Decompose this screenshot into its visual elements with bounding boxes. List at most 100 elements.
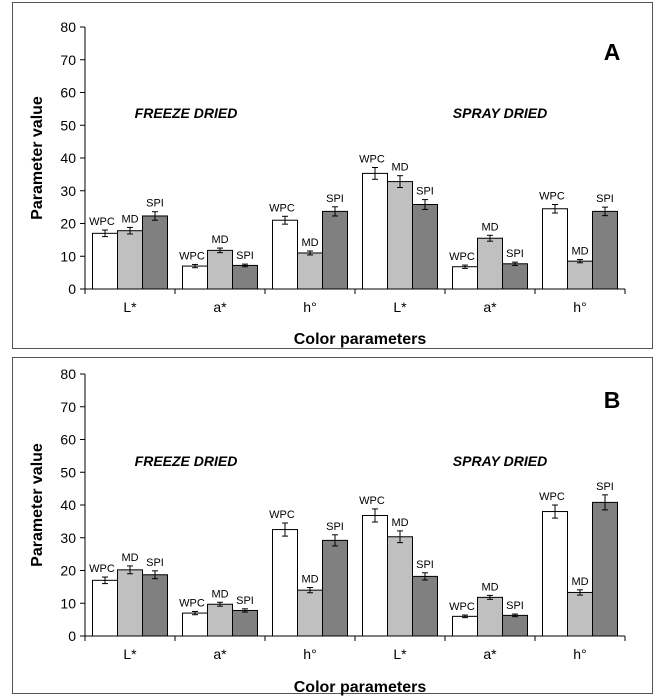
panel-b-group-title: FREEZE DRIED <box>135 453 238 469</box>
panel-b-bar-md <box>207 603 233 637</box>
panel-a-bar-wpc <box>542 208 568 290</box>
panel-b-bar-label: WPC <box>449 601 475 613</box>
panel-a-bar-label: MD <box>211 234 228 246</box>
panel-a-bar-md <box>567 260 593 290</box>
panel-b-bar-wpc <box>362 514 388 637</box>
panel-b-bar-label: WPC <box>179 597 205 609</box>
panel-a-x-tick-label: L* <box>123 299 137 315</box>
panel-b-y-tick-label: 10 <box>60 595 76 611</box>
panel-a-y-tick-label: 0 <box>68 281 76 297</box>
panel-a-bar-md <box>207 249 233 290</box>
panel-b-y-tick-label: 60 <box>60 432 76 448</box>
panel-b-bar-label: SPI <box>236 595 254 607</box>
panel-b-group-title: SPRAY DRIED <box>453 453 547 469</box>
panel-a-bar-wpc <box>362 172 388 290</box>
panel-b-bar-label: SPI <box>326 521 344 533</box>
panel-a-bar-label: WPC <box>179 250 205 262</box>
panel-b-bar-label: MD <box>301 574 318 586</box>
panel-b-y-axis-label: Parameter value <box>29 443 46 567</box>
panel-b-bar-label: MD <box>211 588 228 600</box>
panel-b-bar-label: WPC <box>359 495 385 507</box>
panel-a-bar-spi <box>592 210 618 290</box>
panel-b-bar-wpc <box>272 529 298 637</box>
panel-a-x-tick-label: h° <box>573 299 586 315</box>
panel-b-x-tick-label: L* <box>393 646 407 662</box>
panel-a-y-tick-label: 80 <box>60 19 76 35</box>
panel-a-bar-label: SPI <box>416 186 434 198</box>
panel-a-bar-label: WPC <box>269 202 295 214</box>
panel-a-y-tick-label: 40 <box>60 150 76 166</box>
panel-b-bar-md <box>387 536 413 637</box>
panel-a-x-axis-label: Color parameters <box>294 331 427 348</box>
panel-b-x-tick-label: h° <box>303 646 316 662</box>
panel-a-bar-spi <box>142 215 168 290</box>
panel-b-bar-md <box>567 591 593 637</box>
panel-a-frame <box>12 2 653 349</box>
panel-b-bar-wpc <box>92 579 118 637</box>
panel-b-y-tick-label: 20 <box>60 563 76 579</box>
panel-b-bar-md <box>117 569 143 637</box>
panel-a-bar-label: MD <box>481 221 498 233</box>
panel-a-bar-label: SPI <box>236 250 254 262</box>
panel-a-bar-spi <box>322 210 348 290</box>
panel-b-bar-spi <box>412 575 438 637</box>
panel-b-bar-wpc <box>182 612 208 637</box>
panel-a-bar-md <box>477 237 503 290</box>
panel-b-bar-label: WPC <box>539 491 565 503</box>
panel-b-bar-label: WPC <box>269 509 295 521</box>
panel-b-y-tick-label: 50 <box>60 464 76 480</box>
panel-b-bar-spi <box>232 609 258 637</box>
panel-a-bar-spi <box>232 264 258 290</box>
panel-a-bar-md <box>297 252 323 290</box>
panel-b-bar-label: WPC <box>89 563 115 575</box>
panel-b-bar-label: SPI <box>146 557 164 569</box>
panel-a-bar-spi <box>412 204 438 290</box>
panel-a-bar-label: SPI <box>146 198 164 210</box>
panel-b-x-tick-label: a* <box>483 646 497 662</box>
panel-a-bar-label: MD <box>571 246 588 258</box>
panel-b-y-tick-label: 0 <box>68 628 76 644</box>
panel-a-bar-wpc <box>92 232 118 290</box>
panel-a-y-axis-label: Parameter value <box>29 96 46 220</box>
panel-a-bar-label: MD <box>301 237 318 249</box>
panel-b-bar-label: MD <box>571 576 588 588</box>
panel-a-bar-wpc <box>182 265 208 290</box>
panel-b-bar-label: MD <box>481 581 498 593</box>
panel-a-y-tick-label: 30 <box>60 183 76 199</box>
panel-b-bar-label: SPI <box>506 600 524 612</box>
panel-b-y-tick-label: 40 <box>60 497 76 513</box>
panel-b-bar-label: SPI <box>416 559 434 571</box>
panel-a-letter: A <box>604 39 621 65</box>
panel-a-bar-label: WPC <box>449 251 475 263</box>
panel-a-x-tick-label: a* <box>483 299 497 315</box>
panel-b-x-axis-label: Color parameters <box>294 679 427 696</box>
panel-a-bar-spi <box>502 263 528 290</box>
panel-b-bar-wpc <box>542 511 568 637</box>
panel-a-x-tick-label: L* <box>393 299 407 315</box>
panel-a-bar-label: MD <box>391 162 408 174</box>
panel-b-bar-label: SPI <box>596 481 614 493</box>
panel-a-bar-wpc <box>272 219 298 290</box>
panel-b-letter: B <box>604 387 621 413</box>
panel-b-x-tick-label: a* <box>213 646 227 662</box>
panel-b-bar-md <box>297 589 323 637</box>
panel-a-bar-label: WPC <box>89 216 115 228</box>
panel-b-bar-spi <box>502 614 528 637</box>
panel-b-x-tick-label: h° <box>573 646 586 662</box>
panel-a-y-tick-label: 20 <box>60 216 76 232</box>
panel-a-y-tick-label: 50 <box>60 117 76 133</box>
panel-b-bar-spi <box>322 539 348 637</box>
panel-b-bar-spi <box>142 574 168 637</box>
panel-b-y-tick-label: 30 <box>60 530 76 546</box>
panel-a-bar-md <box>387 181 413 290</box>
panel-a-x-tick-label: h° <box>303 299 316 315</box>
panel-a-group-title: SPRAY DRIED <box>453 105 547 121</box>
panel-b-bar-label: MD <box>391 517 408 529</box>
panel-a-bar-label: SPI <box>506 248 524 260</box>
panel-b-bar-spi <box>592 501 618 637</box>
panel-a-y-tick-label: 10 <box>60 248 76 264</box>
panel-b-bar-md <box>477 596 503 637</box>
panel-a-group-title: FREEZE DRIED <box>135 105 238 121</box>
panel-a-bar-md <box>117 230 143 290</box>
panel-a-bar-label: SPI <box>326 193 344 205</box>
